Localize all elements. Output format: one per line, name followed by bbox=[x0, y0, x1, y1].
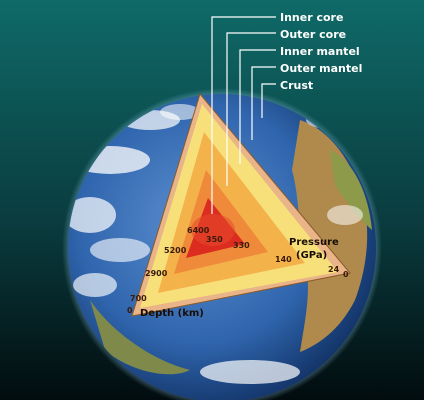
depth-value-2900: 2900 bbox=[145, 269, 168, 278]
label-outer-core: Outer core bbox=[280, 28, 346, 41]
depth-axis-title: Depth (km) bbox=[140, 308, 204, 319]
leader-inner-mantel bbox=[239, 49, 276, 164]
leader-outer-core bbox=[226, 32, 276, 186]
depth-value-0: 0 bbox=[127, 306, 133, 315]
pressure-value-24: 24 bbox=[328, 265, 340, 274]
leader-outer-mantel bbox=[251, 66, 276, 140]
earth-cutaway bbox=[131, 92, 351, 317]
pressure-value-350: 350 bbox=[206, 235, 223, 244]
pressure-value-140: 140 bbox=[275, 255, 292, 264]
label-inner-core: Inner core bbox=[280, 11, 343, 24]
label-crust: Crust bbox=[280, 79, 313, 92]
land-mass bbox=[330, 150, 372, 230]
land-mass bbox=[90, 300, 190, 375]
leader-lines bbox=[211, 16, 276, 214]
depth-value-6400: 6400 bbox=[187, 226, 210, 235]
depth-value-5200: 5200 bbox=[164, 246, 187, 255]
pressure-axis-unit: (GPa) bbox=[296, 250, 327, 261]
leader-crust bbox=[261, 83, 276, 118]
depth-value-700: 700 bbox=[130, 294, 147, 303]
pressure-axis-title: Pressure bbox=[289, 237, 339, 248]
pressure-value-330: 330 bbox=[233, 241, 250, 250]
label-outer-mantel: Outer mantel bbox=[280, 62, 362, 75]
label-inner-mantel: Inner mantel bbox=[280, 45, 360, 58]
pressure-value-0: 0 bbox=[343, 270, 349, 279]
leader-inner-core bbox=[211, 16, 276, 214]
